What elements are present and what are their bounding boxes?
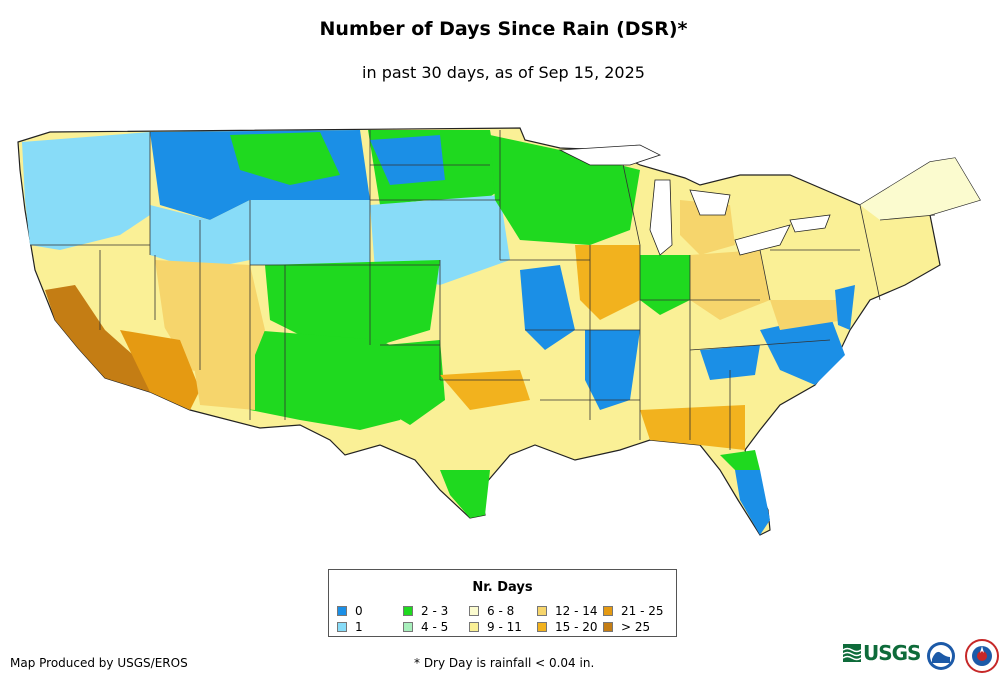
legend-label: 12 - 14 [555, 604, 598, 618]
legend-item-0: 0 [337, 604, 363, 618]
nws-logo [965, 639, 999, 673]
legend-item-5: 9 - 11 [469, 620, 522, 634]
region-montana-green [230, 132, 340, 185]
region-south-texas-green [440, 470, 490, 518]
region-virginia-tan [770, 300, 850, 330]
region-colorado-green [265, 260, 440, 345]
legend-label: 6 - 8 [487, 604, 515, 618]
dsr-regions [22, 130, 980, 535]
region-arizona-tan [190, 340, 255, 410]
legend-item-3: 4 - 5 [403, 620, 448, 634]
legend-swatch [469, 606, 479, 616]
legend-label: 9 - 11 [487, 620, 522, 634]
legend-label: 4 - 5 [421, 620, 449, 634]
region-gulf-orange [640, 405, 745, 450]
legend-swatch [403, 622, 413, 632]
legend-swatch [403, 606, 413, 616]
region-tennessee-blue [700, 345, 760, 380]
legend-swatch [603, 622, 613, 632]
region-florida-green [720, 450, 760, 470]
usgs-logo: USGS [843, 641, 921, 665]
legend-swatch [537, 606, 547, 616]
region-dakota-blue [370, 135, 445, 185]
legend-label: 0 [355, 604, 363, 618]
region-texas-panhandle-green [385, 340, 445, 425]
legend-swatch [337, 606, 347, 616]
map-title: Number of Days Since Rain (DSR)* [319, 18, 688, 40]
legend-item-7: 15 - 20 [537, 620, 598, 634]
state-boundaries [30, 130, 936, 450]
region-socal-orange [120, 330, 200, 410]
usgs-waves-icon [843, 644, 861, 662]
legend-label: 21 - 25 [621, 604, 664, 618]
region-iowa-blue [520, 265, 575, 350]
legend-item-6: 12 - 14 [537, 604, 598, 618]
legend-title: Nr. Days [472, 580, 533, 595]
region-ohio-light [690, 250, 770, 320]
region-pnw-1day [22, 132, 150, 250]
usgs-wordmark: USGS [863, 641, 921, 665]
legend-swatch [603, 606, 613, 616]
region-delmarva-blue [835, 285, 855, 330]
legend-item-9: > 25 [603, 620, 650, 634]
dry-day-footnote: * Dry Day is rainfall < 0.04 in. [414, 656, 595, 670]
great-lakes [558, 144, 831, 256]
legend-item-4: 6 - 8 [469, 604, 514, 618]
legend-item-1: 1 [337, 620, 363, 634]
legend-label: > 25 [621, 620, 651, 634]
legend-item-2: 2 - 3 [403, 604, 448, 618]
legend-swatch [469, 622, 479, 632]
map-subtitle: in past 30 days, as of Sep 15, 2025 [362, 63, 645, 82]
map-credit: Map Produced by USGS/EROS [10, 656, 188, 670]
region-illinois-orange [575, 245, 640, 320]
legend-label: 2 - 3 [421, 604, 449, 618]
legend-swatch [537, 622, 547, 632]
legend-swatch [337, 622, 347, 632]
region-wyoming-1day [250, 200, 370, 265]
legend-item-8: 21 - 25 [603, 604, 664, 618]
region-northeast-light [860, 158, 980, 220]
region-arkansas-blue [585, 330, 640, 410]
region-florida-blue [735, 470, 770, 535]
region-carolinas-blue [760, 315, 845, 385]
legend-box: Nr. Days 0 1 2 - 3 4 - 5 6 - 8 9 - 11 12… [328, 569, 677, 637]
legend-label: 1 [355, 620, 363, 634]
legend-label: 15 - 20 [555, 620, 598, 634]
noaa-logo [927, 642, 955, 670]
